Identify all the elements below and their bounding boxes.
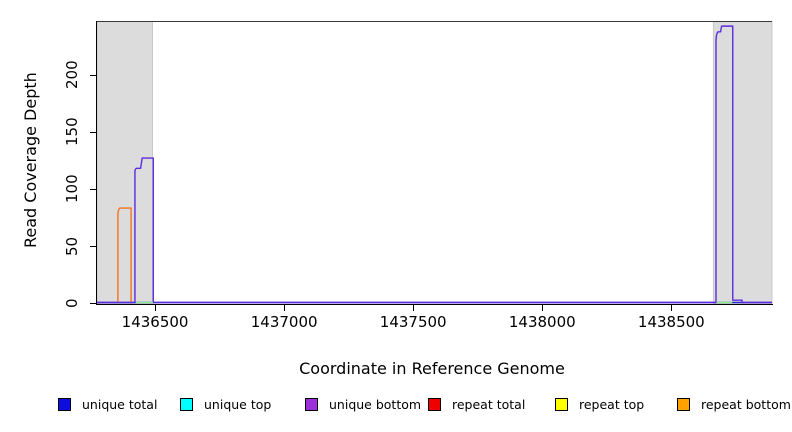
y-tick-mark — [90, 131, 97, 133]
legend-label: unique bottom — [329, 397, 422, 412]
y-tick-label: 100 — [63, 174, 81, 204]
legend-swatch-repeat-total — [428, 398, 441, 411]
legend-label: unique total — [82, 397, 158, 412]
legend-swatch-repeat-top — [555, 398, 568, 411]
legend-label: repeat total — [452, 397, 526, 412]
x-tick-label: 1437500 — [379, 313, 447, 331]
y-axis-title: Read Coverage Depth — [21, 72, 40, 248]
legend-item-unique-bottom: unique bottom — [305, 397, 421, 412]
legend-item-unique-top: unique top — [180, 397, 271, 412]
x-tick-label: 1438500 — [637, 313, 705, 331]
legend-label: repeat top — [579, 397, 645, 412]
legend-label: unique top — [204, 397, 272, 412]
y-tick-label: 50 — [63, 236, 81, 256]
y-tick-mark — [90, 188, 97, 190]
x-tick-mark — [284, 305, 286, 311]
x-axis-title: Coordinate in Reference Genome — [299, 359, 565, 378]
x-tick-mark — [155, 305, 157, 311]
x-tick-mark — [671, 305, 673, 311]
x-tick-mark — [413, 305, 415, 311]
y-tick-mark — [90, 302, 97, 304]
y-tick-label: 150 — [63, 117, 81, 147]
plot-area — [96, 21, 773, 305]
y-axis-line — [96, 21, 97, 305]
legend-swatch-unique-top — [180, 398, 193, 411]
y-tick-label: 200 — [63, 60, 81, 90]
series-repeat-bottom-peak — [117, 207, 132, 303]
left-shaded-region — [96, 21, 153, 305]
legend-item-repeat-top: repeat top — [555, 397, 644, 412]
legend-swatch-unique-bottom — [305, 398, 318, 411]
y-tick-label: 0 — [63, 297, 81, 308]
y-tick-mark — [90, 245, 97, 247]
x-tick-label: 1437000 — [250, 313, 318, 331]
series-unique-bottom-coverage — [97, 25, 772, 304]
x-axis-line — [96, 304, 773, 305]
legend-item-repeat-total: repeat total — [428, 397, 525, 412]
x-tick-label: 1436500 — [121, 313, 189, 331]
legend-label: repeat bottom — [701, 397, 791, 412]
coverage-chart-svg — [96, 21, 773, 305]
legend-item-repeat-bottom: repeat bottom — [677, 397, 791, 412]
legend-item-unique-total: unique total — [58, 397, 157, 412]
y-tick-mark — [90, 75, 97, 77]
legend-swatch-unique-total — [58, 398, 71, 411]
x-tick-label: 1438000 — [508, 313, 576, 331]
x-tick-mark — [542, 305, 544, 311]
legend-swatch-repeat-bottom — [677, 398, 690, 411]
right-shaded-region — [712, 21, 773, 305]
